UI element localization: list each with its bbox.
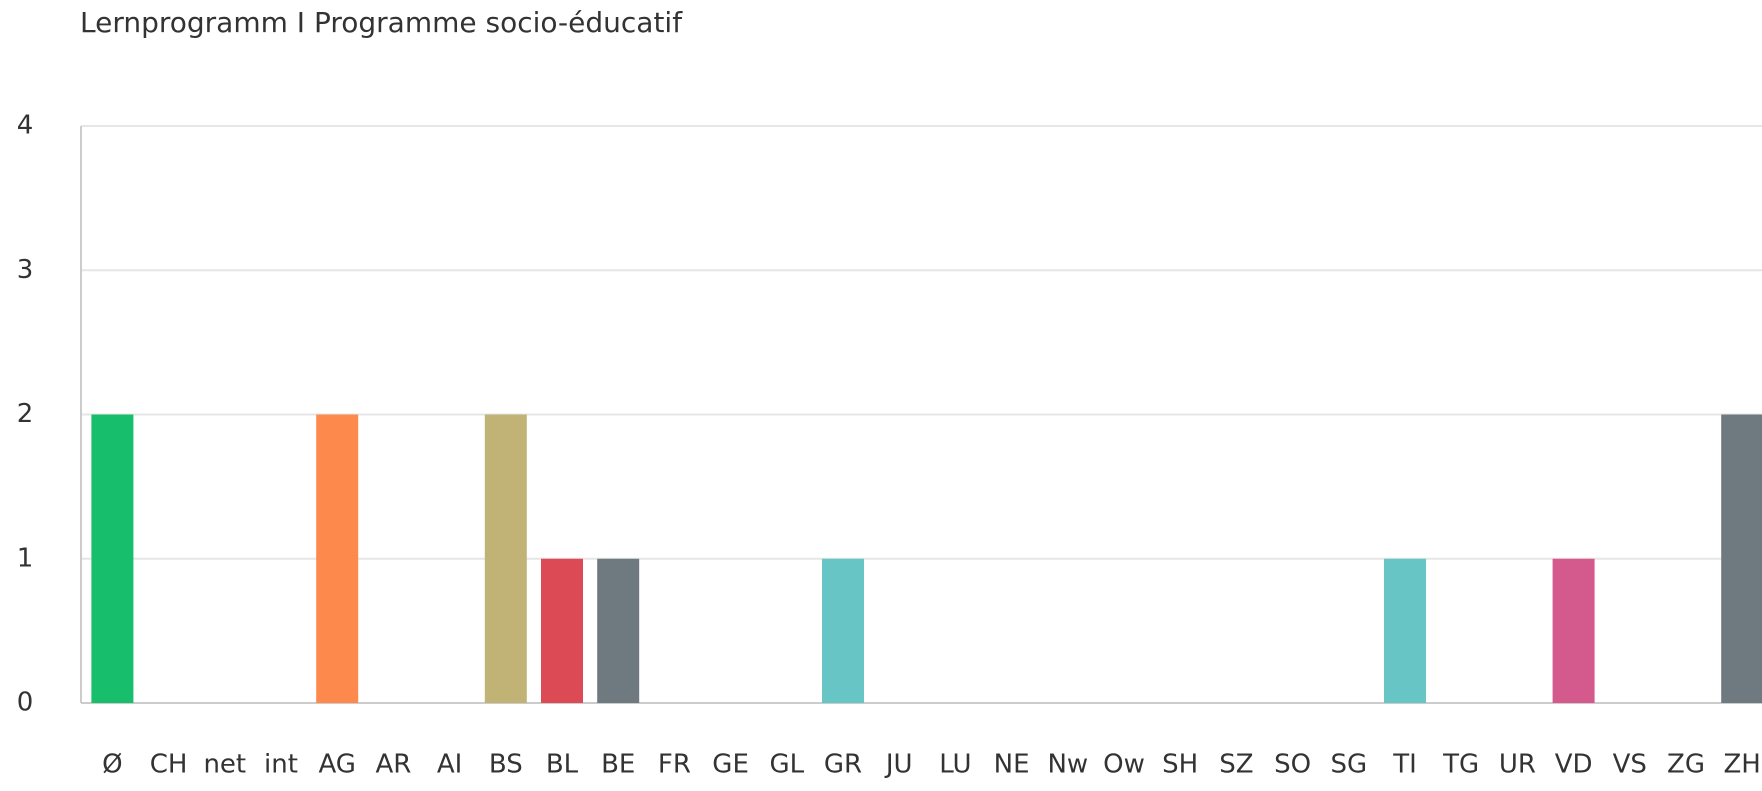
x-tick-label: SZ — [1219, 750, 1253, 780]
y-tick-label: 3 — [17, 255, 34, 285]
x-tick-label: TI — [1392, 750, 1417, 780]
x-tick-label: NE — [994, 750, 1030, 780]
x-tick-label: Ow — [1103, 750, 1145, 780]
x-tick-label: VS — [1613, 750, 1647, 780]
x-tick-label: net — [203, 750, 246, 780]
x-tick-label: TG — [1442, 750, 1479, 780]
bar — [541, 558, 583, 703]
y-tick-label: 0 — [17, 688, 34, 718]
x-tick-label: AG — [318, 750, 355, 780]
bar — [484, 414, 527, 703]
x-tick-label: VD — [1555, 750, 1593, 780]
x-tick-label: SG — [1330, 750, 1367, 780]
y-tick-label: 2 — [17, 399, 34, 429]
x-tick-label: BS — [489, 750, 523, 780]
x-tick-label: LU — [939, 750, 971, 780]
bar — [1552, 558, 1595, 703]
x-tick-label: AR — [375, 750, 411, 780]
x-tick-label: GE — [712, 750, 749, 780]
x-tick-label: Ø — [102, 750, 122, 780]
bar — [1721, 414, 1762, 703]
y-tick-label: 4 — [17, 111, 34, 141]
bar — [1384, 558, 1426, 703]
x-tick-label: Nw — [1047, 750, 1088, 780]
x-tick-label: UR — [1499, 750, 1536, 780]
chart-title: Lernprogramm I Programme socio-éducatif — [80, 6, 683, 39]
x-tick-label: GL — [769, 750, 804, 780]
x-tick-label: GR — [824, 750, 862, 780]
y-tick-label: 1 — [17, 543, 34, 573]
x-tick-label: AI — [437, 750, 462, 780]
x-tick-label: CH — [150, 750, 188, 780]
x-tick-label: SO — [1274, 750, 1311, 780]
x-tick-label: int — [264, 750, 298, 780]
x-tick-label: FR — [658, 750, 691, 780]
bar — [316, 414, 359, 703]
x-tick-label: ZG — [1667, 750, 1705, 780]
x-tick-label: BE — [601, 750, 635, 780]
bar — [822, 558, 864, 703]
x-tick-label: SH — [1162, 750, 1198, 780]
x-tick-label: JU — [884, 750, 913, 780]
x-tick-label: BL — [546, 750, 579, 780]
x-tick-label: ZH — [1724, 750, 1761, 780]
bar — [91, 414, 134, 703]
bar — [597, 558, 640, 703]
